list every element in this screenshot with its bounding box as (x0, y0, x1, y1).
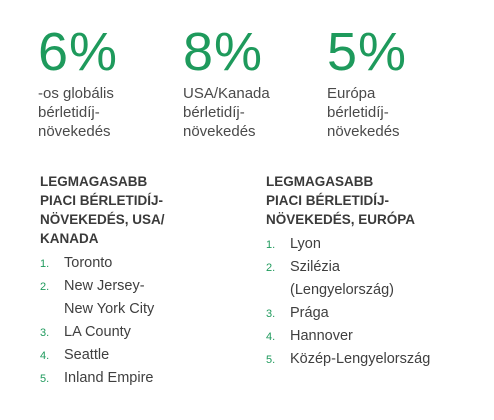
list-item: 5. Közép-Lengyelország (266, 348, 481, 371)
stat-global: 6% -os globális bérletidíj- növekedés (38, 22, 178, 141)
list-item-text: LA County (64, 324, 131, 340)
stat-usa-canada-label: USA/Kanada bérletidíj- növekedés (183, 85, 270, 140)
list-item-number: 4. (40, 350, 50, 362)
list-item-text: Seattle (64, 347, 110, 363)
stat-global-value: 6% (38, 22, 119, 82)
list-europe: LEGMAGASABB PIACI BÉRLETIDÍJ- NÖVEKEDÉS,… (266, 172, 481, 371)
list-usa-canada: LEGMAGASABB PIACI BÉRLETIDÍJ- NÖVEKEDÉS,… (40, 172, 255, 390)
list-item-number: 1. (266, 239, 276, 251)
list-item-number: 5. (266, 354, 276, 366)
list-item: 4. Seattle (40, 344, 255, 367)
list-item: 2. Szilézia (Lengyelország) (266, 256, 481, 302)
list-item: 1. Lyon (266, 233, 481, 256)
list-item-number: 4. (266, 331, 276, 343)
list-item-text: Prága (290, 305, 329, 321)
list-item-number: 2. (266, 262, 276, 274)
list-item: 1. Toronto (40, 252, 255, 275)
list-item-text: Toronto (64, 255, 113, 271)
list-item-number: 3. (266, 308, 276, 320)
list-item-text: Lyon (290, 236, 321, 252)
list-item-text: Közép-Lengyelország (290, 351, 431, 367)
list-item-text: Inland Empire (64, 370, 154, 386)
list-item-text: New Jersey- New York City (64, 278, 155, 317)
list-item-number: 5. (40, 373, 50, 385)
stat-europe-label: Európa bérletidíj- növekedés (327, 85, 400, 140)
stat-usa-canada: 8% USA/Kanada bérletidíj- növekedés (183, 22, 323, 141)
list-item-number: 1. (40, 258, 50, 270)
list-item-number: 2. (40, 281, 50, 293)
list-item: 2. New Jersey- New York City (40, 275, 255, 321)
stat-usa-canada-value: 8% (183, 22, 264, 82)
list-europe-items: 1. Lyon 2. Szilézia (Lengyelország) 3. Prág… (266, 233, 481, 371)
list-item: 3. LA County (40, 321, 255, 344)
list-item: 5. Inland Empire (40, 367, 255, 390)
stat-europe: 5% Európa bérletidíj- növekedés (327, 22, 467, 141)
list-europe-title: LEGMAGASABB PIACI BÉRLETIDÍJ- NÖVEKEDÉS,… (266, 174, 416, 227)
stat-global-label: -os globális bérletidíj- növekedés (38, 85, 114, 140)
list-usa-canada-title: LEGMAGASABB PIACI BÉRLETIDÍJ- NÖVEKEDÉS,… (40, 174, 165, 246)
list-item-text: Szilézia (Lengyelország) (290, 259, 394, 298)
list-item-number: 3. (40, 327, 50, 339)
stat-europe-value: 5% (327, 22, 408, 82)
list-usa-canada-items: 1. Toronto 2. New Jersey- New York City 3.… (40, 252, 255, 390)
list-item-text: Hannover (290, 328, 353, 344)
list-item: 4. Hannover (266, 325, 481, 348)
list-item: 3. Prága (266, 302, 481, 325)
